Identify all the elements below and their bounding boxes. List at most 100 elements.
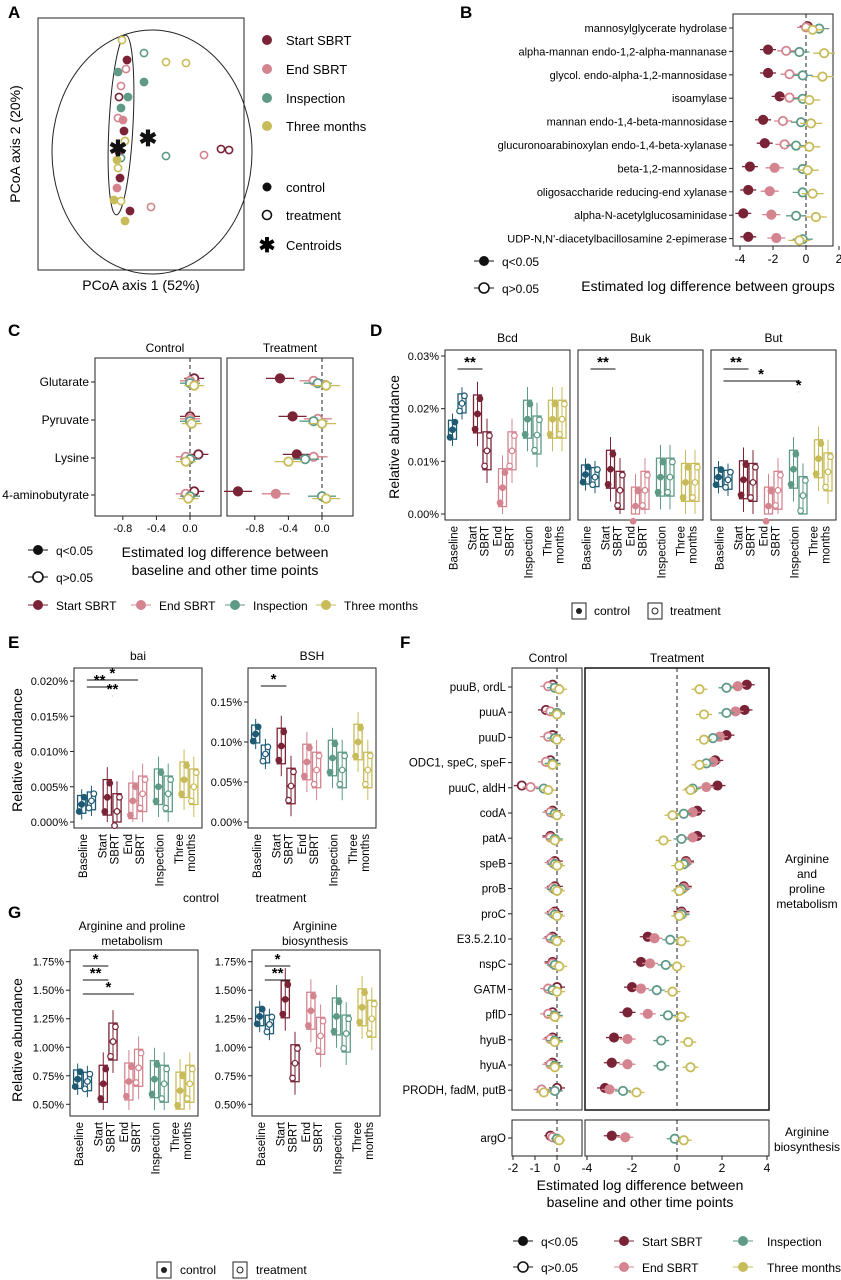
panel-c-xlabel-line2: baseline and other time points xyxy=(132,562,319,578)
panel-e-ylabel: Relative abundance xyxy=(9,688,25,812)
panel-d-ylabel: Relative abundance xyxy=(386,375,402,499)
box-point-treatment xyxy=(531,446,538,454)
d-facet-buk-xcat: End xyxy=(626,526,638,546)
d-facet-bcd-xcat: Baseline xyxy=(449,526,461,570)
g-facet-arg-bio-ytick-label: 1.50% xyxy=(215,985,246,997)
f-trt-point-inspection xyxy=(676,833,687,845)
e-legend-control: control xyxy=(183,891,219,905)
box-point-treatment xyxy=(506,462,514,470)
f-ctrl-point-three-months xyxy=(551,910,563,922)
panel-c-legend-sig: q<0.05 xyxy=(56,544,93,558)
significance-star: ** xyxy=(272,965,284,982)
box-iqr-control xyxy=(630,486,641,515)
box-point-treatment xyxy=(481,462,489,470)
box-point-treatment xyxy=(664,488,671,496)
panel-a-legend: Start SBRT End SBRT Inspection Three mon… xyxy=(259,33,367,257)
pcoa-point-start xyxy=(115,173,125,183)
box-point-treatment xyxy=(558,415,566,423)
box-point-control xyxy=(157,769,165,776)
box-point-control xyxy=(717,466,725,473)
c-point-start xyxy=(287,411,298,422)
box-point-treatment xyxy=(777,471,784,479)
box-point-treatment xyxy=(341,752,349,760)
b-xtick-label: 0 xyxy=(803,252,810,266)
f-argo-ctrl-point-three-months xyxy=(554,1135,565,1146)
e-facet-bsh-frame xyxy=(247,667,377,829)
pcoa-points: ✱ ✱ xyxy=(109,35,234,226)
box-point-treatment xyxy=(456,407,464,415)
box-point-treatment xyxy=(81,1085,89,1093)
d-facet-bcd-xcat: Start xyxy=(468,525,480,550)
b-row-label: glucuronoarabinoxylan endo-1,4-beta-xyla… xyxy=(498,140,727,152)
b-point-start xyxy=(774,91,785,102)
d-facet-buk-xcat: Start xyxy=(601,525,613,550)
e-legend-treatment: treatment xyxy=(256,891,307,905)
e-facet-bai-xcat: SBRT xyxy=(109,834,121,864)
f-xtick-label: 4 xyxy=(764,1161,771,1175)
box-point-control xyxy=(331,740,339,748)
panel-b-plot-frame xyxy=(732,13,834,247)
b-point-three-months xyxy=(817,71,828,82)
g-facet-arg-bio-ytick-label: 1.75% xyxy=(215,957,246,969)
box-point-control xyxy=(180,776,188,784)
b-row-label: mannan endo-1,4-beta-mannosidase xyxy=(547,117,727,129)
f-xtick-label: 0 xyxy=(554,1161,561,1175)
panel-a: A ✱ ✱ PCoA axis 1 (52%) PCoA axis 2 (20%)… xyxy=(7,3,367,293)
box-point-treatment xyxy=(85,804,93,812)
box-point-treatment xyxy=(724,476,732,484)
d-facet-but-xcat: SBRT xyxy=(746,526,758,556)
box-point-control xyxy=(361,989,368,996)
box-point-control xyxy=(103,793,111,801)
box-point-control xyxy=(762,517,770,525)
g-facet-arg-pro-ytick-label: 1.50% xyxy=(33,985,64,997)
d-facet-buk-xcat: Three xyxy=(676,526,688,556)
pcoa-point-three-months xyxy=(120,216,130,226)
pcoa-point-start xyxy=(216,144,226,154)
legend-swatch-treatment xyxy=(261,209,273,221)
g-facet2-line1: Arginine xyxy=(293,919,337,933)
box-point-treatment xyxy=(772,502,779,509)
g-facet-arg-pro-ytick-label: 0.50% xyxy=(33,1099,64,1111)
centroid-control: ✱ xyxy=(109,136,127,161)
box-point-treatment xyxy=(345,1015,353,1023)
box-point-control xyxy=(174,1101,182,1109)
box-point-treatment xyxy=(752,463,759,471)
box-point-treatment xyxy=(727,468,734,476)
f-xtick-label: 0 xyxy=(674,1161,681,1175)
box-point-treatment xyxy=(259,757,267,765)
f-legend-nonsig: q>0.05 xyxy=(541,1261,578,1275)
g-legend-box-treatment xyxy=(232,1261,248,1279)
e-facet-bsh-xcat: Three xyxy=(348,834,360,864)
panel-g: G Relative abundance Arginine and prolin… xyxy=(8,903,381,1279)
b-point-start xyxy=(738,208,749,219)
f-right-label-2-line1: Arginine xyxy=(785,1125,829,1139)
panel-g-plots: Baseline Start SBRT End SBRT Inspection Three m… xyxy=(33,949,381,1174)
significance-star: ** xyxy=(597,354,609,371)
box-point-control xyxy=(97,1095,105,1102)
legend-swatch-centroid: ✱ xyxy=(259,235,276,257)
box-point-treatment xyxy=(132,1079,140,1086)
d-facet-but-frame xyxy=(710,349,837,521)
panel-b-row-labels: mannosylglycerate hydrolase alpha-mannan … xyxy=(498,23,733,246)
g-legend-dot-treatment xyxy=(236,1266,244,1274)
g-facet-arg-bio-xcat: Inspection xyxy=(333,1122,345,1174)
g-legend-control: control xyxy=(180,1263,216,1277)
box-point-control xyxy=(153,1061,161,1068)
panel-c: C Control Treatment Glutarate Pyruvate Lys… xyxy=(2,321,418,613)
f-row-label: PRODH, fadM, putB xyxy=(402,1085,506,1097)
b-point-end xyxy=(764,186,775,197)
f-legend-open xyxy=(517,1261,529,1273)
f-trt-point-three-months xyxy=(631,1087,642,1098)
box-point-treatment xyxy=(644,471,651,479)
significance-star: * xyxy=(758,366,764,383)
box-point-treatment xyxy=(310,780,318,788)
panel-f-xticks: -2 -1 0 -4 -2 0 2 4 xyxy=(508,1156,771,1175)
e-facet-bai-xcat: End xyxy=(123,834,135,854)
f-ctrl-point-three-months xyxy=(551,986,563,997)
box-point-control xyxy=(75,808,83,815)
panel-e-letter: E xyxy=(8,633,19,652)
box-point-control xyxy=(80,793,88,801)
panel-f-right-label-1: Arginine and proline metabolism xyxy=(776,852,837,911)
f-trt-point-three-months xyxy=(683,1036,694,1048)
f-trt-point-start xyxy=(739,704,750,716)
